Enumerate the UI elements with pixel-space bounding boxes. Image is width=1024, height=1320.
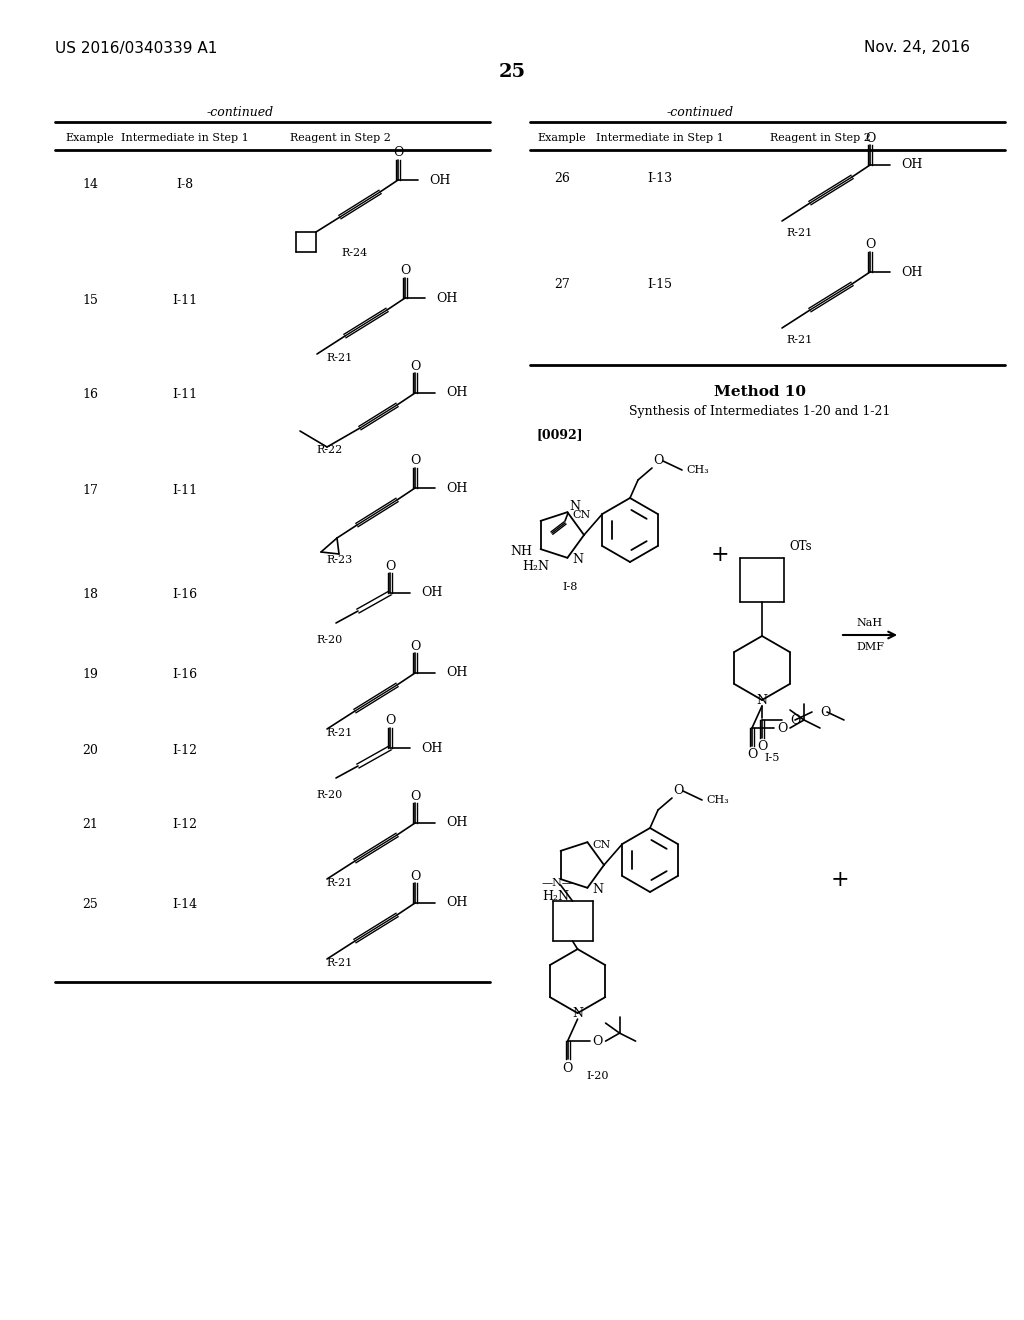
Text: CN: CN — [572, 510, 590, 520]
Text: OH: OH — [446, 482, 467, 495]
Text: O: O — [865, 239, 876, 252]
Text: I-8: I-8 — [562, 582, 578, 591]
Text: CN: CN — [592, 840, 610, 850]
Text: I-12: I-12 — [172, 818, 198, 832]
Text: CH₃: CH₃ — [686, 465, 709, 475]
Text: H₂N: H₂N — [542, 891, 569, 903]
Text: OH: OH — [446, 667, 467, 680]
Text: CH₃: CH₃ — [706, 795, 729, 805]
Text: N: N — [757, 693, 768, 706]
Text: NaH: NaH — [857, 618, 883, 628]
Text: I-5: I-5 — [764, 752, 779, 763]
Text: Reagent in Step 2: Reagent in Step 2 — [290, 133, 390, 143]
Text: OH: OH — [429, 173, 451, 186]
Text: 17: 17 — [82, 483, 98, 496]
Text: +: + — [830, 869, 849, 891]
Text: OH: OH — [436, 292, 458, 305]
Text: R-21: R-21 — [327, 878, 353, 888]
Text: R-22: R-22 — [316, 445, 343, 455]
Text: I-16: I-16 — [172, 668, 198, 681]
Text: +: + — [711, 544, 729, 566]
Text: Intermediate in Step 1: Intermediate in Step 1 — [121, 133, 249, 143]
Text: N: N — [593, 883, 603, 896]
Text: OH: OH — [421, 586, 442, 599]
Text: 27: 27 — [554, 279, 570, 292]
Text: Reagent in Step 2: Reagent in Step 2 — [770, 133, 870, 143]
Text: N: N — [572, 1007, 583, 1019]
Text: 26: 26 — [554, 172, 570, 185]
Text: 14: 14 — [82, 178, 98, 191]
Text: 25: 25 — [499, 63, 525, 81]
Text: O: O — [593, 1035, 603, 1048]
Text: O: O — [653, 454, 664, 467]
Text: Synthesis of Intermediates 1-20 and 1-21: Synthesis of Intermediates 1-20 and 1-21 — [630, 405, 891, 418]
Text: I-15: I-15 — [647, 279, 673, 292]
Text: 16: 16 — [82, 388, 98, 401]
Text: I-13: I-13 — [647, 172, 673, 185]
Text: N: N — [572, 553, 584, 566]
Text: I-11: I-11 — [172, 483, 198, 496]
Text: R-24: R-24 — [342, 248, 368, 257]
Text: O: O — [777, 722, 787, 734]
Text: OH: OH — [446, 387, 467, 400]
Text: OH: OH — [446, 817, 467, 829]
Text: R-20: R-20 — [316, 789, 343, 800]
Text: I-11: I-11 — [172, 293, 198, 306]
Text: 19: 19 — [82, 668, 98, 681]
Text: R-23: R-23 — [327, 554, 353, 565]
Text: I-14: I-14 — [172, 899, 198, 912]
Text: O: O — [865, 132, 876, 144]
Text: O: O — [757, 739, 767, 752]
Text: R-20: R-20 — [316, 635, 343, 645]
Text: US 2016/0340339 A1: US 2016/0340339 A1 — [55, 41, 217, 55]
Text: O: O — [399, 264, 411, 277]
Text: O: O — [410, 639, 420, 652]
Text: DMF: DMF — [856, 642, 884, 652]
Text: OH: OH — [901, 265, 923, 279]
Text: I-11: I-11 — [172, 388, 198, 401]
Text: Example: Example — [66, 133, 115, 143]
Text: 21: 21 — [82, 818, 98, 832]
Text: -continued: -continued — [207, 106, 273, 119]
Text: NH: NH — [511, 545, 532, 557]
Text: Example: Example — [538, 133, 587, 143]
Text: O: O — [410, 789, 420, 803]
Text: O: O — [410, 359, 420, 372]
Text: O: O — [673, 784, 683, 797]
Text: R-21: R-21 — [327, 958, 353, 968]
Text: I-12: I-12 — [172, 743, 198, 756]
Text: OH: OH — [446, 896, 467, 909]
Text: 18: 18 — [82, 589, 98, 602]
Text: OH: OH — [901, 158, 923, 172]
Text: O: O — [790, 714, 801, 726]
Text: R-21: R-21 — [786, 335, 813, 345]
Text: O: O — [562, 1061, 572, 1074]
Text: O: O — [393, 147, 403, 160]
Text: I-20: I-20 — [587, 1071, 609, 1081]
Text: -continued: -continued — [667, 106, 733, 119]
Text: O: O — [410, 454, 420, 467]
Text: R-21: R-21 — [327, 352, 353, 363]
Text: 15: 15 — [82, 293, 98, 306]
Text: Nov. 24, 2016: Nov. 24, 2016 — [864, 41, 970, 55]
Text: H₂N: H₂N — [522, 561, 549, 573]
Text: OTs: OTs — [790, 540, 812, 553]
Text: O: O — [820, 705, 830, 718]
Text: O: O — [410, 870, 420, 883]
Text: R-21: R-21 — [327, 729, 353, 738]
Text: 25: 25 — [82, 899, 98, 912]
Text: Intermediate in Step 1: Intermediate in Step 1 — [596, 133, 724, 143]
Text: I-16: I-16 — [172, 589, 198, 602]
Text: O: O — [746, 748, 757, 762]
Text: O: O — [385, 714, 395, 727]
Text: [0092]: [0092] — [537, 429, 584, 441]
Text: OH: OH — [421, 742, 442, 755]
Text: R-21: R-21 — [786, 228, 813, 238]
Text: Method 10: Method 10 — [714, 385, 806, 399]
Text: O: O — [385, 560, 395, 573]
Text: —N—: —N— — [542, 878, 573, 888]
Text: 20: 20 — [82, 743, 98, 756]
Text: I-8: I-8 — [176, 178, 194, 191]
Text: N: N — [569, 500, 581, 513]
